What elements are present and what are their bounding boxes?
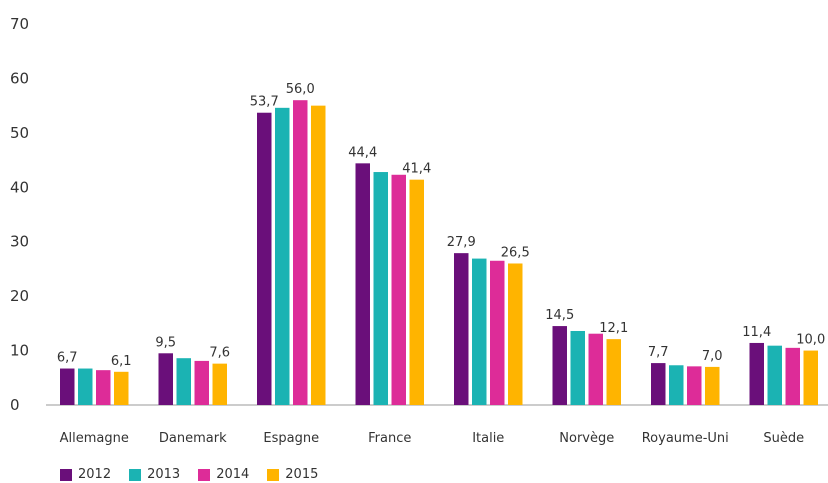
bar-2015-3 xyxy=(409,179,424,405)
bar-2012-5 xyxy=(552,326,567,405)
data-label: 41,4 xyxy=(402,162,431,177)
legend-label: 2014 xyxy=(216,467,250,482)
x-tick-label: Suède xyxy=(763,431,804,446)
bar-2012-2 xyxy=(257,112,272,406)
bar-2012-4 xyxy=(454,253,469,405)
bar-2013-2 xyxy=(275,107,290,405)
legend: 2012 2013 2014 2015 xyxy=(60,467,318,482)
bar-2013-1 xyxy=(176,358,191,405)
legend-item: 2015 xyxy=(267,467,318,482)
legend-label: 2015 xyxy=(285,467,319,482)
y-tick-label: 70 xyxy=(10,15,29,33)
y-tick-label: 60 xyxy=(10,69,29,87)
legend-label: 2013 xyxy=(147,467,181,482)
data-label: 10,0 xyxy=(796,333,825,348)
x-tick-label: Italie xyxy=(472,431,504,446)
bar-2013-4 xyxy=(472,258,487,405)
bar-2014-6 xyxy=(687,366,702,405)
bar-2015-4 xyxy=(508,263,523,405)
data-label: 11,4 xyxy=(742,325,771,340)
bar-2014-4 xyxy=(490,260,505,405)
data-label: 14,5 xyxy=(545,308,574,323)
bar-2013-0 xyxy=(78,368,93,405)
bar-2012-0 xyxy=(60,368,75,405)
data-label: 7,0 xyxy=(702,349,723,364)
data-label: 44,4 xyxy=(348,145,377,160)
data-label: 6,7 xyxy=(57,351,78,366)
bar-2012-3 xyxy=(355,163,370,405)
legend-swatch xyxy=(60,468,72,481)
bar-2015-0 xyxy=(114,371,129,405)
x-tick-label: France xyxy=(368,431,411,446)
data-label: 7,6 xyxy=(209,346,230,361)
bar-2014-7 xyxy=(785,347,800,405)
bar-2015-7 xyxy=(803,350,818,405)
bar-2014-1 xyxy=(194,360,209,405)
data-label: 12,1 xyxy=(599,321,628,336)
data-label: 6,1 xyxy=(111,354,132,369)
bar-2015-6 xyxy=(705,366,720,405)
bar-2015-2 xyxy=(311,105,326,406)
legend-swatch xyxy=(267,468,280,481)
legend-swatch xyxy=(198,468,211,481)
x-tick-label: Norvège xyxy=(559,431,614,446)
bar-2014-2 xyxy=(293,100,308,405)
bar-2014-5 xyxy=(588,333,603,405)
bar-2012-1 xyxy=(158,353,173,405)
data-label: 27,9 xyxy=(447,235,476,250)
data-label: 9,5 xyxy=(155,335,176,350)
y-tick-label: 30 xyxy=(10,233,29,251)
legend-item: 2014 xyxy=(198,467,249,482)
bar-2015-1 xyxy=(212,363,227,405)
legend-item: 2013 xyxy=(129,467,180,482)
bar-2012-7 xyxy=(749,342,764,405)
bar-2014-3 xyxy=(391,174,406,405)
data-label: 7,7 xyxy=(648,345,669,360)
legend-label: 2012 xyxy=(78,467,112,482)
data-label: 26,5 xyxy=(501,245,530,260)
bar-2013-6 xyxy=(669,365,684,405)
x-tick-label: Royaume-Uni xyxy=(642,431,729,446)
legend-swatch xyxy=(129,468,142,481)
data-label: 56,0 xyxy=(286,82,315,97)
y-tick-label: 50 xyxy=(10,124,29,142)
y-tick-label: 0 xyxy=(10,396,20,414)
bar-2012-6 xyxy=(651,363,666,405)
x-tick-label: Danemark xyxy=(159,431,227,446)
x-tick-label: Espagne xyxy=(263,431,319,446)
y-tick-label: 20 xyxy=(10,287,29,305)
x-tick-label: Allemagne xyxy=(60,431,129,446)
y-tick-label: 10 xyxy=(10,342,29,360)
bar-2015-5 xyxy=(606,339,621,405)
y-tick-label: 40 xyxy=(10,178,29,196)
legend-item: 2012 xyxy=(60,467,111,482)
bar-2013-3 xyxy=(373,172,388,405)
bar-2013-7 xyxy=(767,345,782,405)
bar-2014-0 xyxy=(96,370,111,405)
data-label: 53,7 xyxy=(250,95,279,110)
bar-2013-5 xyxy=(570,330,585,405)
